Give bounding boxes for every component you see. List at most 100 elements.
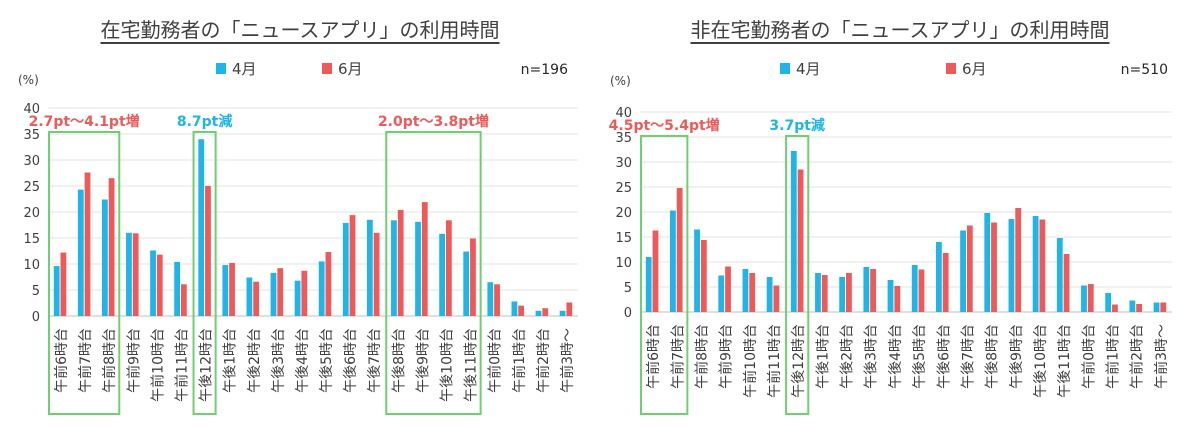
y-tick-label: 5 xyxy=(624,281,632,296)
bar-april xyxy=(839,277,846,312)
x-tick-label: 午後4時台 xyxy=(295,328,311,393)
bar-april xyxy=(815,273,821,312)
bar-june xyxy=(942,253,949,312)
bar-april xyxy=(415,221,421,316)
y-tick-label: 15 xyxy=(23,232,40,247)
bar-june xyxy=(821,275,828,312)
bar-april xyxy=(911,265,918,312)
bar-april xyxy=(222,265,229,316)
bar-april xyxy=(559,310,566,316)
bar-april xyxy=(318,261,325,316)
bar-june xyxy=(991,222,997,312)
x-tick-label: 午後9時台 xyxy=(415,328,431,393)
bar-june xyxy=(870,269,877,312)
bar-april xyxy=(718,275,725,312)
x-tick-label: 午前7時台 xyxy=(77,328,94,393)
bar-april xyxy=(669,210,676,312)
bar-june xyxy=(60,252,67,316)
x-tick-label: 午後12時台 xyxy=(791,324,807,398)
bar-june xyxy=(652,230,659,312)
y-tick-label: 35 xyxy=(615,131,632,146)
x-tick-label: 午後4時台 xyxy=(888,324,904,389)
x-tick-label: 午後9時台 xyxy=(1009,324,1025,389)
bar-june xyxy=(846,273,852,312)
chart-panel-left: 在宅勤務者の「ニュースアプリ」の利用時間 0 5 10 15 20 25 30 35 40 (%)… xyxy=(18,18,578,415)
y-unit-label: (%) xyxy=(18,73,39,87)
bar-april xyxy=(294,280,301,316)
x-tick-label: 午前3時～ xyxy=(559,328,576,393)
bar-june xyxy=(373,232,380,316)
bar-april xyxy=(1081,285,1087,312)
highlight-box xyxy=(385,131,482,415)
bar-april xyxy=(270,272,277,316)
x-tick-label: 午後6時台 xyxy=(936,324,952,389)
x-tick-label: 午後3時台 xyxy=(271,328,287,393)
x-tick-label: 午後12時台 xyxy=(199,328,215,402)
annotation-label: 3.7pt減 xyxy=(769,117,825,134)
sample-size-label: n=196 xyxy=(521,62,568,78)
bar-june xyxy=(132,233,139,316)
x-tick-label: 午後2時台 xyxy=(247,328,263,393)
legend-label: 6月 xyxy=(338,60,363,78)
bar-june xyxy=(894,286,901,312)
bar-june xyxy=(180,284,187,316)
y-tick-label: 30 xyxy=(23,154,40,169)
y-tick-label: 5 xyxy=(32,284,40,299)
bar-april xyxy=(126,232,132,316)
bar-april xyxy=(174,261,181,316)
bar-june xyxy=(1063,254,1070,312)
x-tick-label: 午後3時台 xyxy=(864,324,880,389)
x-tick-label: 午前3時～ xyxy=(1153,324,1170,389)
x-tick-label: 午前7時台 xyxy=(669,324,686,389)
y-tick-label: 35 xyxy=(23,128,40,143)
y-tick-label: 20 xyxy=(23,206,40,221)
bar-june xyxy=(542,308,549,316)
bar-april xyxy=(391,220,397,316)
x-tick-label: 午前9時台 xyxy=(718,324,735,389)
x-tick-label: 午前1時台 xyxy=(1105,324,1122,389)
annotation-label: 2.7pt～4.1pt増 xyxy=(29,113,140,130)
bar-april xyxy=(766,277,773,312)
x-tick-label: 午後7時台 xyxy=(960,324,976,389)
bar-june xyxy=(1015,208,1022,312)
sample-size-label: n=510 xyxy=(1121,62,1168,78)
y-tick-label: 25 xyxy=(615,181,632,196)
x-tick-label: 午前6時台 xyxy=(53,328,70,393)
bar-april xyxy=(53,266,60,316)
bar-june xyxy=(518,305,525,316)
bar-june xyxy=(566,302,573,316)
bar-april xyxy=(863,267,870,312)
bar-april xyxy=(77,189,84,316)
bar-june xyxy=(966,225,973,312)
bar-april xyxy=(150,250,156,316)
chart-panel-right: 非在宅勤務者の「ニュースアプリ」の利用時間 0 5 10 15 20 25 30 35 40 (%… xyxy=(600,0,1200,438)
annotation-label: 4.5pt～5.4pt増 xyxy=(609,117,720,134)
x-tick-label: 午後6時台 xyxy=(343,328,359,393)
legend-swatch xyxy=(216,63,226,74)
y-tick-label: 40 xyxy=(615,106,632,121)
legend-label: 4月 xyxy=(796,60,821,78)
x-tick-label: 午後11時台 xyxy=(464,328,480,402)
bar-april xyxy=(463,251,470,316)
y-tick-label: 10 xyxy=(615,256,632,271)
bar-april xyxy=(1056,238,1063,312)
bar-june xyxy=(205,186,211,316)
x-tick-label: 午後11時台 xyxy=(1057,324,1073,398)
legend-swatch xyxy=(780,63,790,74)
bar-april xyxy=(342,222,349,316)
x-tick-label: 午前8時台 xyxy=(693,324,710,389)
bar-april xyxy=(101,199,108,316)
bar-april xyxy=(198,139,205,316)
bar-june xyxy=(494,284,500,316)
highlight-box xyxy=(785,135,810,415)
bar-april xyxy=(1105,293,1112,312)
highlight-box xyxy=(48,131,121,415)
bar-april xyxy=(1008,219,1015,312)
bar-april xyxy=(960,230,966,312)
bar-april xyxy=(984,213,991,312)
y-tick-label: 20 xyxy=(615,206,632,221)
bar-april xyxy=(246,277,253,316)
bar-june xyxy=(277,268,284,316)
